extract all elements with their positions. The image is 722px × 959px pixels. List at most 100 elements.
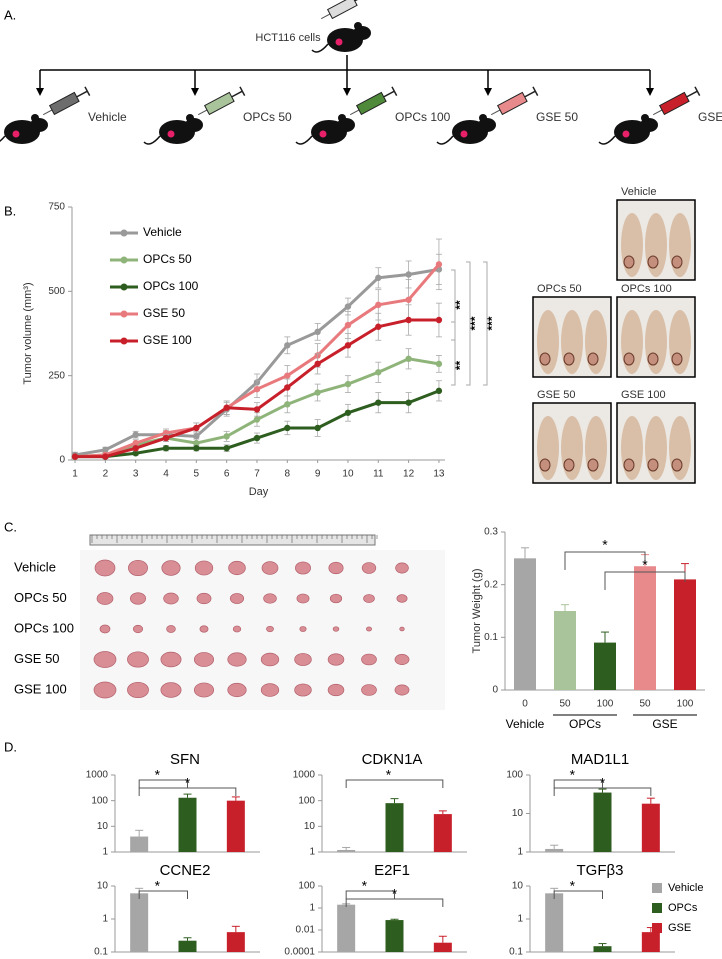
point [132,444,139,452]
point [223,404,230,411]
tumor [328,561,344,575]
needle [349,109,360,116]
arrow-head [191,88,199,96]
significance-label: * [602,537,608,553]
tumor [128,559,148,577]
bar [130,836,149,852]
significance-bracket [553,890,603,899]
mouse-tail [598,135,616,145]
needle [42,109,53,116]
plunger [524,90,536,98]
point [375,323,382,330]
mouse-tail [0,135,6,142]
group-label: GSE 100 [698,110,722,124]
significance-label: * [386,767,392,783]
chart-title: CDKN1A [362,751,423,768]
syringe [652,86,701,116]
point [284,401,291,408]
needle [490,109,501,116]
y-axis-title: Tumor volume (mm³) [22,282,34,384]
tumor [161,560,181,576]
tick-label: 1 [517,914,523,925]
significance-bracket [345,890,395,899]
tumor-photo [623,255,635,269]
tumor-photo [587,458,599,472]
tick-label: 0.0001 [284,947,315,958]
significance-label: * [570,767,576,783]
significance-label: * [362,878,368,894]
mouse-tail [295,135,313,145]
tumor [193,652,215,667]
bar [593,792,612,852]
tumor [361,562,377,574]
legend-label: GSE 100 [143,333,192,347]
point [284,342,291,349]
tick-label: 100 [91,795,108,806]
tumor [94,559,116,577]
point [344,342,352,349]
tumor [228,560,246,576]
plunger [76,90,88,98]
tumor [395,562,409,574]
significance-label: * [155,878,161,894]
photo-label: Vehicle [621,186,656,198]
significance-label: *** [485,316,499,330]
mouse-tail [311,43,329,53]
tick-label: 500 [48,286,65,297]
chart-title: TGFβ3 [577,862,624,879]
tick-label: 3 [133,469,139,480]
significance-label: * [600,775,606,791]
tumor-dot [460,130,468,138]
mouse-ear [31,114,39,122]
point [284,424,291,432]
tumor [394,684,410,696]
bar [178,797,197,852]
tick-label: 1 [309,847,315,858]
syringe [197,86,246,116]
row-label: OPCs 100 [14,620,74,635]
significance-bracket [564,551,646,570]
mouse-ear [338,114,346,122]
tumor [260,652,280,667]
photo-label: OPCs 50 [537,283,582,295]
tumor [296,593,310,604]
point [435,261,443,268]
tumor [127,681,149,699]
bar [674,579,696,690]
mouse-tail [143,135,161,145]
tumor [366,626,372,632]
point [132,439,139,447]
point [132,431,139,438]
point [375,274,382,282]
tumor [329,593,343,604]
tumor [132,624,144,634]
group-label: GSE [652,717,677,731]
point [162,434,170,442]
tumor-photo [671,255,683,269]
series-line [74,267,440,457]
tumor [327,653,345,666]
tumor [127,651,149,668]
point [314,424,321,432]
tumor [129,592,147,605]
bar [130,893,149,952]
legend-label: GSE 50 [143,306,185,320]
tick-label: 10 [342,469,354,480]
bar [337,849,356,852]
tumor-photo [623,352,635,366]
plunger-end [84,86,91,96]
bar [337,904,356,952]
tumor [227,682,247,698]
point [253,416,261,423]
tick-label: 1 [309,903,315,914]
ruler [89,534,376,546]
tumor [266,625,274,633]
tick-label: 1 [102,914,108,925]
tumor-photo [539,352,551,366]
tumor-dot [167,130,175,138]
tumor [227,652,247,667]
legend-label: Vehicle [143,225,182,239]
panel-label: C. [4,519,17,534]
tumor [263,593,277,604]
tick-label: 8 [285,469,291,480]
